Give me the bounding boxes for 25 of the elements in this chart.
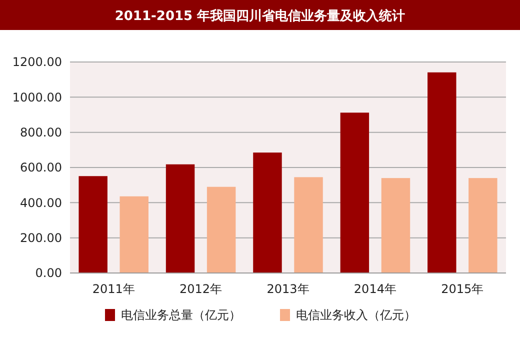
y-tick-label: 600.00 — [20, 160, 62, 175]
bar — [294, 177, 323, 273]
x-tick-label: 2014年 — [354, 282, 396, 296]
bar — [120, 196, 148, 273]
bar — [468, 178, 498, 273]
legend-label: 电信业务总量（亿元） — [121, 308, 241, 322]
bar — [381, 178, 410, 273]
bar — [340, 112, 370, 273]
x-tick-label: 2012年 — [180, 282, 222, 296]
bar — [206, 186, 236, 273]
bar — [166, 164, 195, 273]
y-tick-label: 400.00 — [20, 196, 62, 210]
y-tick-label: 1200.00 — [12, 55, 62, 70]
x-tick-label: 2015年 — [441, 282, 484, 296]
x-tick-label: 2013年 — [266, 282, 310, 296]
bar — [253, 152, 282, 273]
y-tick-label: 800.00 — [20, 126, 62, 140]
y-tick-label: 1000.00 — [12, 90, 62, 104]
chart-title: 2011-2015 年我国四川省电信业务量及收入统计 — [114, 8, 406, 24]
y-tick-label: 200.00 — [20, 231, 62, 246]
bar — [428, 72, 456, 273]
y-tick-label: 0.00 — [35, 266, 62, 280]
x-tick-label: 2011年 — [92, 282, 135, 296]
bar — [78, 176, 108, 273]
legend-label: 电信业务收入（亿元） — [296, 308, 416, 322]
